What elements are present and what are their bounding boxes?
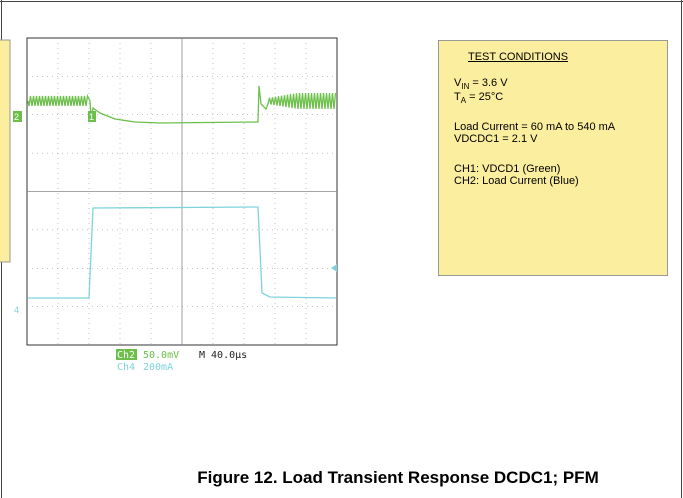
ta-value: = 25°C [469,91,504,103]
side-box [0,39,11,263]
test-conditions: TEST CONDITIONS VIN = 3.6 V TA = 25°C Lo… [438,40,668,276]
ch1-marker: 1 [89,112,94,122]
trigger-arrow [331,264,337,272]
ch2-marker-box [13,111,22,122]
vin-sub: IN [461,82,470,91]
caption: Figure 12. Load Transient Response DCDC1… [197,468,599,487]
ta: TA = 25°C [454,91,503,105]
time-scale: M 40.0µs [199,350,247,361]
scope-grid [27,38,337,345]
ch2-scale: 50.0mV [143,350,179,361]
ch4-trace [28,206,337,299]
ch1-marker-box [88,111,96,122]
ch4-label: Ch4 [117,362,135,373]
vdcdc: VDCDC1 = 2.1 V [454,133,538,145]
vin-value: = 3.6 V [472,77,508,89]
ta-sub: A [460,96,467,105]
ch2-label: Ch2 [117,350,135,361]
load: Load Current = 60 mA to 540 mA [454,121,616,133]
ch2-label-box [116,349,137,360]
vin-symbol: V [454,77,462,89]
conditions-title: TEST CONDITIONS [468,51,569,63]
ch2-marker: 2 [14,112,19,122]
ch1-trace [27,85,337,124]
ta-symbol: T [454,91,461,103]
ch4-marker: 4 [14,305,19,315]
vin: VIN = 3.6 V [454,77,508,91]
ch1-desc: CH1: VDCD1 (Green) [454,163,561,175]
ch4-scale: 200mA [143,362,173,373]
ch2-desc: CH2: Load Current (Blue) [454,175,579,187]
